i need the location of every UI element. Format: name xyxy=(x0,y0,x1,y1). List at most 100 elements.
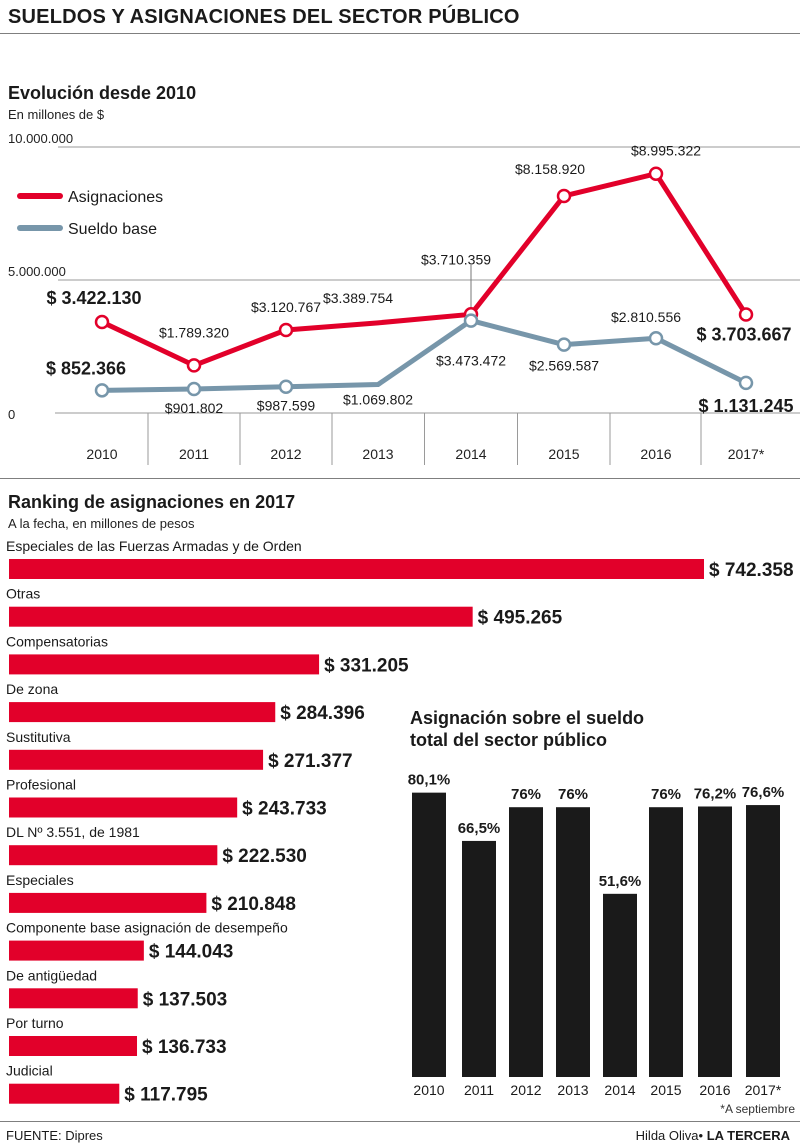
share-chart-title: Asignación sobre el sueldo total del sec… xyxy=(410,707,644,751)
data-label: $ 1.131.245 xyxy=(698,396,793,416)
share-chart: 80,1% 2010 66,5% 2011 76% 2012 76% 2013 51,6% 201… xyxy=(408,772,796,1116)
share-chart-title-line1: Asignación sobre el sueldo xyxy=(410,708,645,728)
x-tick-label: 2010 xyxy=(413,1082,444,1098)
data-point xyxy=(556,188,572,204)
ranking-chart-subtitle: A la fecha, en millones de pesos xyxy=(8,516,195,531)
category-label: Profesional xyxy=(6,777,76,793)
data-point xyxy=(648,330,664,346)
value-label: $ 222.530 xyxy=(222,846,307,867)
value-label: 76,6% xyxy=(742,784,785,801)
data-label: $1.069.802 xyxy=(343,392,413,408)
bar xyxy=(9,1036,138,1056)
value-label: 76% xyxy=(511,786,541,803)
bar xyxy=(9,702,276,723)
data-label: $ 852.366 xyxy=(46,358,126,378)
data-point xyxy=(556,337,572,352)
data-label: $3.389.754 xyxy=(323,290,393,306)
data-label: $3.710.359 xyxy=(421,251,491,267)
x-tick-label: 2015 xyxy=(650,1082,681,1098)
bar xyxy=(9,606,473,627)
bar xyxy=(509,807,543,1077)
data-label: $2.810.556 xyxy=(611,309,681,325)
x-tick-label: 2011 xyxy=(464,1082,494,1098)
value-label: 51,6% xyxy=(599,873,642,890)
data-label: $ 3.422.130 xyxy=(46,288,141,308)
series-line-asignaciones xyxy=(99,171,749,368)
value-label: $ 243.733 xyxy=(242,799,327,820)
footer-author: Hilda Oliva xyxy=(635,1128,699,1143)
header-rule xyxy=(0,33,800,34)
bar xyxy=(9,749,264,770)
data-label: $ 3.703.667 xyxy=(696,324,791,344)
x-tick-label: 2016 xyxy=(640,446,671,462)
bar xyxy=(9,654,320,675)
ranking-chart-title: Ranking de asignaciones en 2017 xyxy=(8,492,296,512)
bar xyxy=(698,806,732,1077)
x-tick-label: 2014 xyxy=(604,1082,635,1098)
bar xyxy=(462,840,496,1077)
ranking-chart: Especiales de las Fuerzas Armadas y de O… xyxy=(6,538,794,1106)
line-chart-subtitle: En millones de $ xyxy=(8,107,105,122)
category-label: Por turno xyxy=(6,1015,64,1031)
data-label: $1.789.320 xyxy=(159,324,229,340)
bar xyxy=(9,845,218,866)
value-label: 76,2% xyxy=(694,785,737,802)
value-label: $ 137.503 xyxy=(143,989,228,1010)
value-label: $ 271.377 xyxy=(268,751,353,772)
data-point xyxy=(94,383,110,398)
category-label: Sustitutiva xyxy=(6,729,71,745)
value-label: $ 331.205 xyxy=(324,655,409,676)
data-point xyxy=(278,322,294,338)
value-label: 80,1% xyxy=(408,772,451,789)
x-tick-label: 2013 xyxy=(557,1082,588,1098)
data-point xyxy=(648,166,664,181)
footer-source: FUENTE: Dipres xyxy=(6,1128,103,1143)
category-label: Componente base asignación de desempeño xyxy=(6,920,288,936)
category-label: DL Nº 3.551, de 1981 xyxy=(6,824,140,840)
data-label: $3.473.472 xyxy=(436,353,506,369)
bar xyxy=(603,893,637,1077)
value-label: $ 742.358 xyxy=(709,560,794,581)
y-tick-label: 5.000.000 xyxy=(8,264,66,279)
category-label: Especiales xyxy=(6,872,74,888)
footer-separator: • xyxy=(698,1128,704,1143)
data-point xyxy=(94,314,110,330)
x-tick-label: 2010 xyxy=(86,446,117,462)
value-label: 66,5% xyxy=(458,820,501,837)
line-chart-title: Evolución desde 2010 xyxy=(8,83,197,103)
page-title: SUELDOS Y ASIGNACIONES DEL SECTOR PÚBLIC… xyxy=(8,6,520,28)
category-label: Judicial xyxy=(6,1063,53,1079)
bar xyxy=(746,805,780,1077)
value-label: $ 117.795 xyxy=(124,1085,208,1106)
bar xyxy=(9,1083,120,1104)
legend-label: Asignaciones xyxy=(68,189,163,206)
value-label: 76% xyxy=(558,786,588,803)
bar xyxy=(9,797,238,818)
category-label: Especiales de las Fuerzas Armadas y de O… xyxy=(6,538,302,554)
data-point xyxy=(738,307,754,322)
x-tick-label: 2011 xyxy=(179,446,209,462)
value-label: 76% xyxy=(651,786,681,803)
footer-brand: LA TERCERA xyxy=(706,1128,790,1143)
category-label: Otras xyxy=(6,586,40,602)
series-line-sueldo-base xyxy=(99,318,749,393)
section-rule xyxy=(0,478,800,479)
category-label: Compensatorias xyxy=(6,633,108,649)
x-tick-label: 2012 xyxy=(510,1082,541,1098)
data-label: $901.802 xyxy=(165,400,224,416)
x-tick-label: 2013 xyxy=(362,446,393,462)
x-tick-label: 2017* xyxy=(745,1082,782,1098)
bar xyxy=(9,988,138,1009)
data-point xyxy=(278,379,294,394)
value-label: $ 144.043 xyxy=(149,942,234,963)
data-label: $987.599 xyxy=(257,398,316,414)
footer-credit: Hilda Oliva• LA TERCERA xyxy=(636,1128,790,1143)
data-point xyxy=(738,375,754,391)
legend-label: Sueldo base xyxy=(68,221,157,238)
data-label: $8.158.920 xyxy=(515,161,585,177)
share-chart-title-line2: total del sector público xyxy=(410,730,608,750)
y-tick-label: 0 xyxy=(8,407,15,422)
bar xyxy=(412,792,446,1077)
data-label: $8.995.322 xyxy=(631,143,701,159)
value-label: $ 284.396 xyxy=(280,703,365,724)
